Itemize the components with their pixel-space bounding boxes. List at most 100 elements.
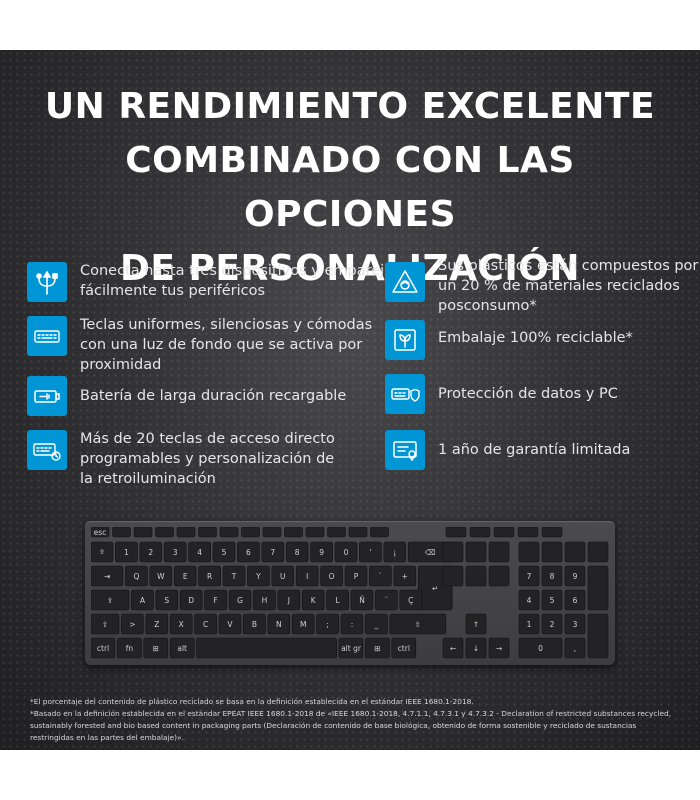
key-label: 6 <box>246 548 251 557</box>
key-label: _ <box>374 620 379 629</box>
keyboard-key: Y <box>247 565 270 587</box>
keyboard-key: º <box>91 541 114 563</box>
key-label: ¡ <box>393 548 396 557</box>
feature-recycled-plastic: Sus plásticos están compuestos por un 20… <box>385 258 698 316</box>
key-label: W <box>157 572 165 581</box>
keyboard-key: 0 <box>334 541 358 563</box>
key-label: Z <box>154 620 159 629</box>
key-label: J <box>287 596 290 605</box>
fn-key <box>219 527 239 538</box>
footnote-1: *El porcentaje del contenido de plástico… <box>30 697 474 706</box>
key-label: E <box>183 572 188 581</box>
keyboard-key: B <box>243 613 266 635</box>
numpad-key <box>587 613 609 659</box>
keyboard-key: 8 <box>285 541 309 563</box>
nav-key <box>442 565 464 587</box>
numpad-key <box>587 565 609 611</box>
key-label: 7 <box>270 548 275 557</box>
key-label: Q <box>133 572 139 581</box>
key-label: Ç <box>408 596 413 605</box>
keyboard-key: X <box>169 613 193 635</box>
footnotes: *El porcentaje del contenido de plástico… <box>30 696 675 744</box>
feature-text: Batería de larga duración recargable <box>80 388 347 404</box>
keyboard-key: R <box>198 565 221 587</box>
key-label: ↑ <box>473 620 479 629</box>
key-label: S <box>164 596 169 605</box>
recyclable-packaging-icon <box>385 320 425 360</box>
fn-key <box>284 527 303 538</box>
keyboard-key: ¡ <box>383 541 407 563</box>
modifier-key: fn <box>117 637 142 659</box>
numpad-key: 0 <box>518 637 563 659</box>
keyboard-key: ' <box>359 541 382 563</box>
key-label: 0 <box>344 548 349 557</box>
key-label: L <box>336 596 341 605</box>
key-label: ¨ <box>385 596 389 605</box>
key-label: º <box>100 548 104 557</box>
numpad-key <box>587 541 609 563</box>
promo-panel: UN RENDIMIENTO EXCELENTE COMBINADO CON L… <box>0 50 700 750</box>
keyboard-key: 5 <box>212 541 236 563</box>
modifier-key: alt gr <box>338 637 364 659</box>
key-label: T <box>231 572 237 581</box>
keyboard-key: Ç <box>399 589 423 611</box>
numpad-key <box>541 541 563 563</box>
key-label: alt <box>177 644 187 653</box>
feature-battery: Batería de larga duración recargable <box>27 376 346 416</box>
feature-data-protection: Protección de datos y PC <box>385 374 618 414</box>
fn-key <box>305 527 325 538</box>
rechargeable-battery-icon <box>27 376 67 416</box>
feature-text: Sus plásticos están compuestos por un 20… <box>438 258 699 314</box>
key-label: Ñ <box>359 596 365 605</box>
fn-key <box>176 527 196 538</box>
key-label: ← <box>450 644 456 653</box>
key-label: alt gr <box>341 644 362 653</box>
keyboard-key: Z <box>145 613 169 635</box>
numpad-key: , <box>564 637 586 659</box>
key-label: ; <box>326 620 329 629</box>
key-label: P <box>354 572 359 581</box>
numpad-key: 3 <box>564 613 586 635</box>
keyboard-keys: esc º 1 2 3 4 5 6 7 8 9 0 ' ¡ ⌫ ⇥ Q W E R T Y U I O P ` + ↵ ⇪ A S D F G H J K… <box>91 527 609 659</box>
key-label: 7 <box>527 572 532 581</box>
key-label: 4 <box>527 596 532 605</box>
key-label: O <box>329 572 335 581</box>
nav-key <box>465 565 487 587</box>
key-label: → <box>496 644 502 653</box>
keyboard-key: O <box>320 565 343 587</box>
feature-text: Embalaje 100% reciclable* <box>438 330 633 346</box>
keyboard-key: Q <box>125 565 148 587</box>
fn-key <box>155 527 174 538</box>
keyboard-key: 6 <box>237 541 260 563</box>
feature-text: Protección de datos y PC <box>438 386 618 402</box>
footnote-2: *Basado en la definición establecida en … <box>30 709 672 742</box>
fn-key <box>541 527 563 538</box>
keyboard-key: S <box>155 589 179 611</box>
key-label: ctrl <box>398 644 410 653</box>
nav-key <box>488 541 510 563</box>
key-label: H <box>262 596 268 605</box>
keyboard-key: K <box>301 589 325 611</box>
fn-key <box>262 527 282 538</box>
key-label: 0 <box>538 644 543 653</box>
arrow-left-key: ← <box>442 637 464 659</box>
arrow-up-key: ↑ <box>465 613 487 635</box>
key-label: ⊞ <box>374 644 380 653</box>
key-label: Y <box>255 572 261 581</box>
key-label: ↓ <box>473 644 479 653</box>
feature-text: 1 año de garantía limitada <box>438 442 631 458</box>
numpad-key: 2 <box>541 613 563 635</box>
keyboard-key: J <box>277 589 301 611</box>
key-label: R <box>207 572 212 581</box>
space-key <box>196 637 337 659</box>
numpad-key: 6 <box>564 589 586 611</box>
keyboard-key: Ñ <box>350 589 374 611</box>
usb-multi-device-icon <box>27 262 67 302</box>
key-label: + <box>402 572 408 581</box>
fn-key <box>469 527 491 538</box>
key-label: ↵ <box>432 584 438 593</box>
keyboard-key: 7 <box>261 541 285 563</box>
caps-key: ⇪ <box>91 589 130 611</box>
keyboard-key: V <box>218 613 242 635</box>
key-label: 1 <box>527 620 532 629</box>
